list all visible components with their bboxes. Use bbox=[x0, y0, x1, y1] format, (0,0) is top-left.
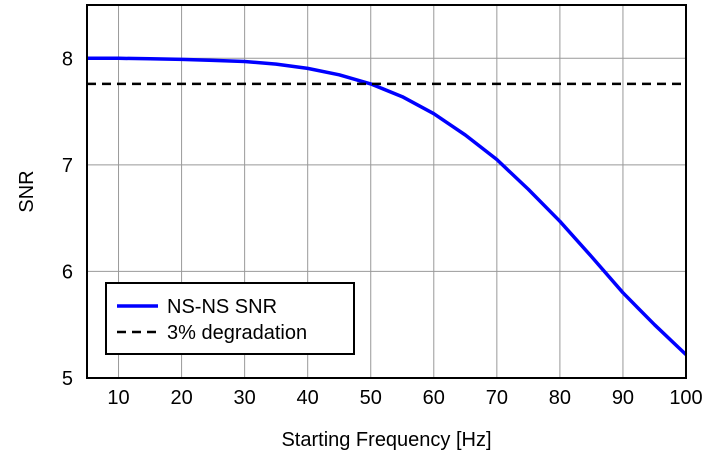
legend-label-ns-ns-snr: NS-NS SNR bbox=[167, 296, 277, 318]
y-tick-label: 8 bbox=[62, 48, 73, 70]
x-tick-label: 30 bbox=[234, 387, 256, 409]
series-line-0 bbox=[87, 56, 688, 356]
series-layer bbox=[87, 56, 688, 356]
legend-box bbox=[105, 282, 355, 355]
legend-label-3pct-degradation: 3% degradation bbox=[167, 322, 307, 344]
x-tick-label: 70 bbox=[486, 387, 508, 409]
plot-frame bbox=[86, 4, 687, 379]
y-axis-label: SNR bbox=[16, 170, 38, 212]
legend: NS-NS SNR 3% degradation bbox=[105, 282, 355, 355]
y-tick-label: 5 bbox=[62, 368, 73, 390]
x-tick-label: 10 bbox=[107, 387, 129, 409]
y-tick-label: 6 bbox=[62, 261, 73, 283]
x-tick-label: 100 bbox=[669, 387, 702, 409]
y-tick-label: 7 bbox=[62, 155, 73, 177]
x-tick-label: 40 bbox=[297, 387, 319, 409]
x-tick-label: 60 bbox=[423, 387, 445, 409]
x-tick-label: 90 bbox=[612, 387, 634, 409]
tick-labels: 10 20 30 40 50 60 70 80 90 100 5 6 7 8 bbox=[62, 48, 702, 409]
x-tick-label: 20 bbox=[170, 387, 192, 409]
x-axis-label: Starting Frequency [Hz] bbox=[281, 429, 491, 451]
x-tick-label: 50 bbox=[360, 387, 382, 409]
x-tick-label: 80 bbox=[549, 387, 571, 409]
